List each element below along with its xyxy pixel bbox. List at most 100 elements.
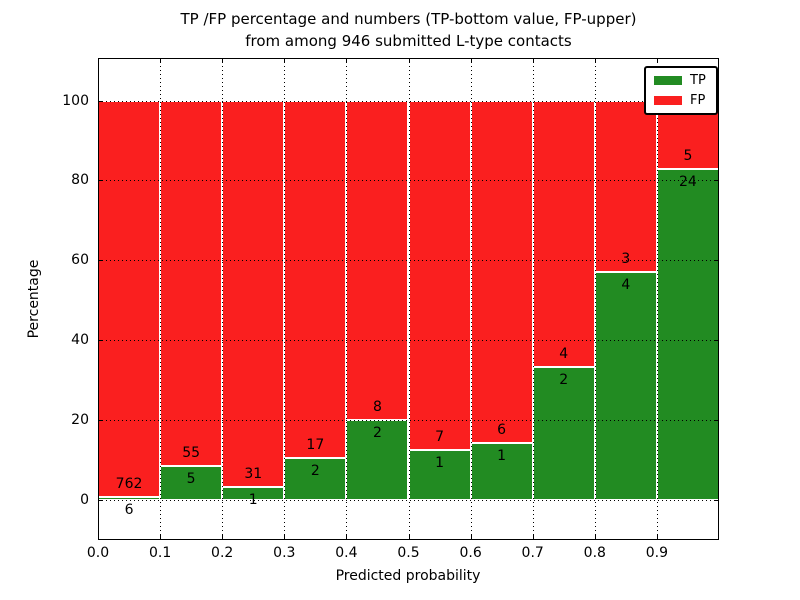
y-gridline-60 xyxy=(98,260,719,262)
x-gridline-0.2 xyxy=(222,58,224,540)
x-tick-bottom-8 xyxy=(594,535,596,540)
x-tick-bottom-7 xyxy=(532,535,534,540)
x-tick-bottom-4 xyxy=(346,535,348,540)
x-tick-label-0.6: 0.6 xyxy=(459,545,482,561)
fp-legend-label: FP xyxy=(690,93,706,108)
x-tick-label-0.8: 0.8 xyxy=(583,545,606,561)
bar-fp-7 xyxy=(532,100,595,367)
y-gridline-0 xyxy=(98,499,719,501)
x-gridline-0.9 xyxy=(656,58,658,540)
x-tick-top-7 xyxy=(532,58,534,63)
y-tick-label-60: 60 xyxy=(71,252,89,269)
x-tick-label-0.3: 0.3 xyxy=(273,545,296,561)
tp-count-label-4: 2 xyxy=(372,424,382,441)
tp-count-label-0: 6 xyxy=(124,501,134,518)
x-tick-bottom-6 xyxy=(470,535,472,540)
fp-count-label-4: 8 xyxy=(372,398,382,415)
x-tick-label-0.1: 0.1 xyxy=(148,545,172,561)
tp-count-label-2: 1 xyxy=(248,492,258,509)
bar-tp-3 xyxy=(284,457,347,500)
bar-fp-3 xyxy=(284,100,347,458)
bar-tp-9 xyxy=(656,169,719,500)
tp-count-label-3: 2 xyxy=(310,462,320,479)
y-tick-left-80 xyxy=(98,180,103,182)
x-gridline-0.8 xyxy=(594,58,596,540)
x-tick-top-0 xyxy=(98,58,99,63)
chart-title: TP /FP percentage and numbers (TP-bottom… xyxy=(98,8,719,52)
fp-count-label-3: 17 xyxy=(306,436,325,453)
fp-count-label-0: 762 xyxy=(115,475,143,492)
x-tick-top-3 xyxy=(284,58,286,63)
bar-fp-6 xyxy=(470,100,533,443)
y-tick-right-0 xyxy=(714,499,719,501)
chart-title-line1: TP /FP percentage and numbers (TP-bottom… xyxy=(180,10,637,28)
y-tick-left-60 xyxy=(98,260,103,262)
bar-tp-1 xyxy=(160,466,223,500)
bar-fp-2 xyxy=(222,100,285,488)
x-tick-top-2 xyxy=(222,58,224,63)
x-gridline-0.6 xyxy=(470,58,472,540)
bar-tp-4 xyxy=(346,419,409,500)
x-tick-top-4 xyxy=(346,58,348,63)
x-tick-label-0.4: 0.4 xyxy=(335,545,358,561)
x-tick-bottom-2 xyxy=(222,535,224,540)
bar-tp-5 xyxy=(408,449,471,500)
x-tick-bottom-5 xyxy=(408,535,410,540)
fp-count-label-2: 31 xyxy=(244,466,263,483)
bar-tp-8 xyxy=(594,271,657,500)
y-tick-label-40: 40 xyxy=(71,332,89,349)
y-tick-left-40 xyxy=(98,340,103,342)
x-axis-label: Predicted probability xyxy=(335,568,481,584)
fp-count-label-9: 5 xyxy=(683,148,693,165)
bar-fp-1 xyxy=(160,100,223,467)
y-gridline-40 xyxy=(98,340,719,342)
x-tick-top-8 xyxy=(594,58,596,63)
x-gridline-0.3 xyxy=(284,58,286,540)
y-tick-right-20 xyxy=(714,419,719,421)
fp-count-label-1: 55 xyxy=(182,445,201,462)
tp-legend-label: TP xyxy=(690,73,706,88)
y-gridline-20 xyxy=(98,419,719,421)
y-gridline-100 xyxy=(98,100,719,102)
x-tick-bottom-1 xyxy=(160,535,162,540)
y-tick-label-100: 100 xyxy=(62,92,89,109)
tp-count-label-6: 1 xyxy=(497,447,507,464)
tp-count-label-9: 24 xyxy=(679,174,697,191)
y-tick-right-80 xyxy=(714,180,719,182)
y-tick-left-0 xyxy=(98,499,103,501)
y-tick-left-100 xyxy=(98,100,103,102)
x-tick-top-6 xyxy=(470,58,472,63)
x-tick-label-0.0: 0.0 xyxy=(86,545,110,561)
x-tick-label-0.2: 0.2 xyxy=(211,545,234,561)
x-tick-bottom-0 xyxy=(98,535,99,540)
bar-fp-8 xyxy=(594,100,657,272)
bar-fp-0 xyxy=(98,100,161,497)
tp-legend-swatch xyxy=(654,76,682,85)
x-gridline-0.1 xyxy=(160,58,162,540)
y-tick-right-60 xyxy=(714,260,719,262)
fp-count-label-6: 6 xyxy=(497,421,507,438)
tp-count-label-1: 5 xyxy=(186,471,196,488)
chart-title-line2: from among 946 submitted L-type contacts xyxy=(245,32,572,50)
x-gridline-0.4 xyxy=(346,58,348,540)
y-tick-right-40 xyxy=(714,340,719,342)
tp-count-label-7: 2 xyxy=(559,371,569,388)
fp-count-label-7: 4 xyxy=(559,345,569,362)
tp-count-label-5: 1 xyxy=(435,454,445,471)
y-gridline-80 xyxy=(98,180,719,182)
bar-fp-5 xyxy=(408,100,471,450)
legend-item-fp: FP xyxy=(654,93,706,108)
y-axis-label: Percentage xyxy=(26,259,42,339)
x-gridline-0.5 xyxy=(408,58,410,540)
y-tick-left-20 xyxy=(98,419,103,421)
fp-legend-swatch xyxy=(654,96,682,105)
legend: TP FP xyxy=(644,66,718,115)
x-tick-top-5 xyxy=(408,58,410,63)
tp-count-label-8: 4 xyxy=(621,276,631,293)
x-tick-bottom-9 xyxy=(656,535,658,540)
y-tick-label-0: 0 xyxy=(80,491,89,508)
x-tick-label-0.9: 0.9 xyxy=(645,545,669,561)
legend-item-tp: TP xyxy=(654,73,706,88)
fp-count-label-8: 3 xyxy=(621,250,631,267)
